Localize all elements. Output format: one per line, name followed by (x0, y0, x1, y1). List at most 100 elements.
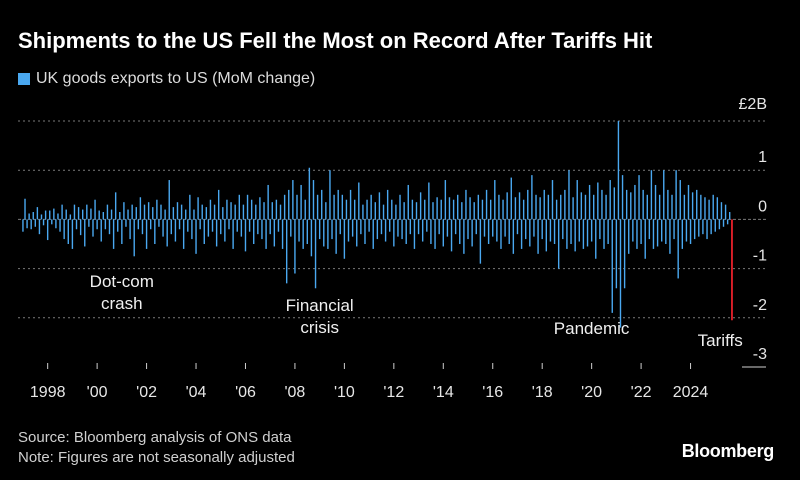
bar (582, 219, 585, 249)
bar (489, 199, 492, 220)
bar (86, 204, 88, 220)
bar (38, 219, 41, 235)
annotation-text: Dot-com (90, 272, 154, 291)
bar (623, 219, 626, 289)
bar (584, 194, 587, 220)
bar (500, 219, 502, 249)
bar (386, 189, 389, 220)
bar (570, 219, 572, 244)
bar (710, 219, 712, 235)
annotation-text: crash (101, 294, 143, 313)
bar (448, 197, 451, 220)
bar (182, 219, 185, 249)
bar (516, 219, 519, 235)
annotation-text: crisis (300, 318, 339, 337)
bar (224, 219, 226, 242)
bar (535, 194, 537, 220)
bar (663, 170, 665, 220)
bar (263, 202, 265, 220)
bar (679, 180, 681, 220)
bar (172, 207, 175, 220)
bar (463, 219, 465, 254)
bar (337, 189, 339, 220)
bar (343, 219, 346, 259)
bar (236, 219, 238, 232)
annotation-text: Financial (286, 296, 354, 315)
bar (712, 194, 714, 220)
annotation: Financial crisis (286, 296, 354, 337)
bar (419, 192, 422, 220)
annotation-text: Pandemic (554, 319, 630, 338)
bar (518, 192, 521, 220)
bar (88, 219, 90, 227)
bar (430, 219, 432, 244)
bar (446, 219, 449, 237)
bar (220, 219, 222, 235)
bar (84, 219, 86, 247)
bar (693, 219, 696, 240)
bar (34, 219, 37, 227)
bar (135, 207, 137, 220)
bar (244, 219, 247, 252)
bar (607, 219, 609, 244)
bar (306, 219, 308, 244)
bar (720, 202, 723, 220)
annotation-text: Tariffs (698, 331, 743, 350)
bar (75, 219, 78, 230)
bar (562, 219, 564, 240)
bar (726, 219, 729, 225)
bar (178, 219, 181, 230)
bar (551, 180, 554, 220)
bar (230, 202, 232, 220)
bar (450, 219, 453, 252)
bar (55, 219, 57, 229)
annotation: Pandemic (554, 319, 630, 338)
bar (63, 219, 65, 240)
bar (24, 198, 26, 220)
bar (467, 219, 469, 240)
x-tick-label: '02 (136, 384, 157, 401)
bar (658, 194, 661, 220)
bar (347, 219, 350, 242)
bar (409, 219, 412, 235)
bar (424, 199, 426, 220)
bar (176, 202, 179, 220)
bar (362, 204, 364, 220)
bar (265, 219, 267, 249)
bar (82, 209, 84, 220)
bar (698, 219, 700, 237)
bar (677, 219, 679, 279)
bar (638, 175, 640, 220)
bloomberg-logo: Bloomberg (681, 441, 775, 461)
bar (32, 212, 34, 220)
bar (321, 189, 323, 220)
bar (67, 219, 69, 244)
bar (413, 219, 416, 249)
bar (325, 202, 327, 220)
bar (691, 192, 694, 220)
bar (168, 180, 170, 220)
bar (96, 219, 98, 230)
bar (259, 197, 261, 220)
bar (209, 199, 212, 220)
bar (434, 219, 436, 249)
bar (312, 180, 315, 220)
bar (228, 219, 230, 230)
bar (226, 199, 228, 220)
bar (555, 199, 558, 220)
bar (689, 219, 692, 244)
bar (49, 210, 51, 220)
y-tick-label: -2 (753, 297, 767, 314)
bar (372, 219, 374, 249)
bar (650, 170, 653, 220)
bar (656, 219, 659, 247)
x-tick-label: '12 (383, 384, 404, 401)
y-axis: £2B 1 0 -1 -2 -3 (739, 96, 768, 363)
bar (304, 199, 306, 220)
bar (104, 219, 107, 230)
bar (110, 209, 113, 220)
bar (28, 213, 30, 220)
bar (632, 219, 634, 242)
bar (257, 219, 259, 235)
bar (290, 219, 292, 237)
